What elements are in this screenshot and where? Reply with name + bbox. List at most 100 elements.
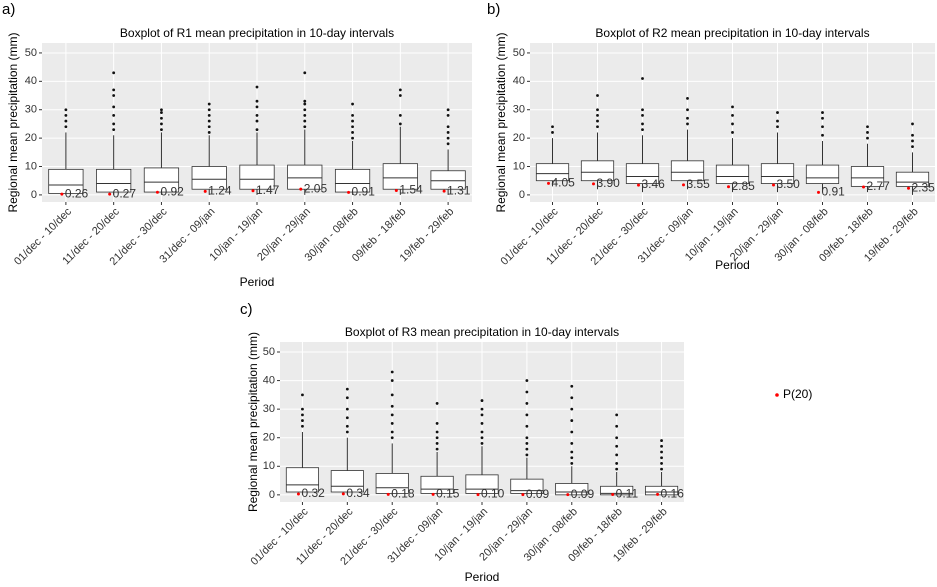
outlier [345, 396, 349, 400]
p20-label: 0.16 [661, 487, 685, 501]
y-tick-label: 0 [269, 489, 275, 501]
outlier [351, 119, 354, 123]
outlier [301, 393, 304, 397]
outlier [911, 133, 914, 137]
outlier [641, 128, 644, 131]
outlier [301, 413, 304, 417]
box [382, 163, 418, 190]
p20-point [547, 181, 550, 185]
box [600, 485, 634, 496]
outlier [641, 77, 644, 80]
p20-point [772, 183, 775, 187]
p20-label: 0.09 [526, 487, 550, 501]
outlier [435, 430, 439, 434]
outlier [303, 71, 307, 75]
panel-label: b) [487, 1, 500, 18]
outlier [160, 122, 163, 126]
box [430, 170, 466, 190]
p20-label: 0.09 [571, 487, 595, 501]
outlier [160, 116, 163, 120]
y-tick-label: 50 [513, 47, 525, 59]
box [143, 167, 180, 193]
outlier [301, 424, 304, 428]
outlier [570, 442, 574, 445]
outlier [615, 413, 619, 417]
outlier [911, 145, 914, 149]
outlier [686, 108, 689, 112]
outlier [911, 139, 914, 143]
box [580, 160, 615, 182]
outlier [398, 88, 402, 92]
outlier [821, 125, 824, 129]
outlier [64, 114, 68, 117]
outlier [390, 393, 394, 397]
outlier [351, 114, 354, 117]
outlier [480, 407, 484, 411]
outlier [821, 133, 824, 137]
p20-label: 2.85 [732, 179, 756, 193]
p20-point [203, 189, 207, 193]
outlier [207, 131, 211, 134]
outlier [596, 119, 599, 123]
outlier [911, 122, 914, 126]
outlier [596, 125, 599, 129]
box [644, 485, 679, 496]
outlier [480, 413, 484, 417]
outlier [303, 99, 307, 103]
outlier [446, 125, 450, 129]
box [510, 478, 544, 494]
outlier [776, 111, 779, 114]
outlier [570, 396, 574, 400]
outlier [112, 114, 116, 117]
panel-label: c) [240, 301, 253, 318]
outlier [351, 131, 354, 134]
outlier [207, 125, 211, 129]
y-axis-label: Regional mean precipitation (mm) [494, 32, 508, 212]
outlier [64, 108, 68, 112]
box [805, 164, 840, 184]
p20-point [656, 492, 660, 496]
y-tick-label: 40 [263, 374, 275, 386]
p20-point [299, 187, 303, 191]
outlier [345, 430, 349, 434]
outlier [207, 102, 211, 106]
p20-label: 0.92 [160, 184, 184, 198]
y-tick-label: 50 [263, 346, 275, 358]
outlier [660, 450, 663, 454]
outlier [446, 142, 450, 146]
outlier [255, 85, 259, 89]
outlier [435, 402, 439, 405]
outlier [480, 430, 484, 434]
p20-point [727, 185, 730, 189]
outlier [866, 136, 869, 140]
outlier [615, 424, 619, 428]
outlier [480, 399, 484, 402]
x-axis-label: Period [715, 258, 750, 272]
chart-title: Boxplot of R1 mean precipitation in 10-d… [120, 26, 394, 40]
p20-label: 2.77 [867, 179, 891, 193]
outlier [525, 390, 529, 394]
outlier [207, 119, 211, 123]
outlier [551, 131, 554, 134]
outlier [660, 456, 663, 460]
box [285, 467, 320, 493]
p20-label: 0.11 [616, 487, 639, 501]
outlier [731, 105, 734, 109]
outlier [596, 114, 599, 117]
outlier [660, 444, 663, 448]
p20-label: 1.24 [208, 184, 232, 198]
outlier [345, 424, 349, 428]
p20-label: 0.15 [436, 487, 460, 501]
outlier [480, 442, 484, 445]
outlier [570, 384, 574, 388]
outlier [446, 136, 450, 140]
p20-label: 1.47 [256, 183, 280, 197]
y-axis-label: Regional mean precipitation (mm) [6, 32, 20, 212]
box [625, 163, 660, 184]
outlier [303, 114, 307, 117]
outlier [570, 407, 574, 411]
outlier [570, 456, 574, 460]
y-tick-label: 40 [513, 75, 525, 87]
outlier [866, 125, 869, 129]
outlier [615, 444, 619, 448]
